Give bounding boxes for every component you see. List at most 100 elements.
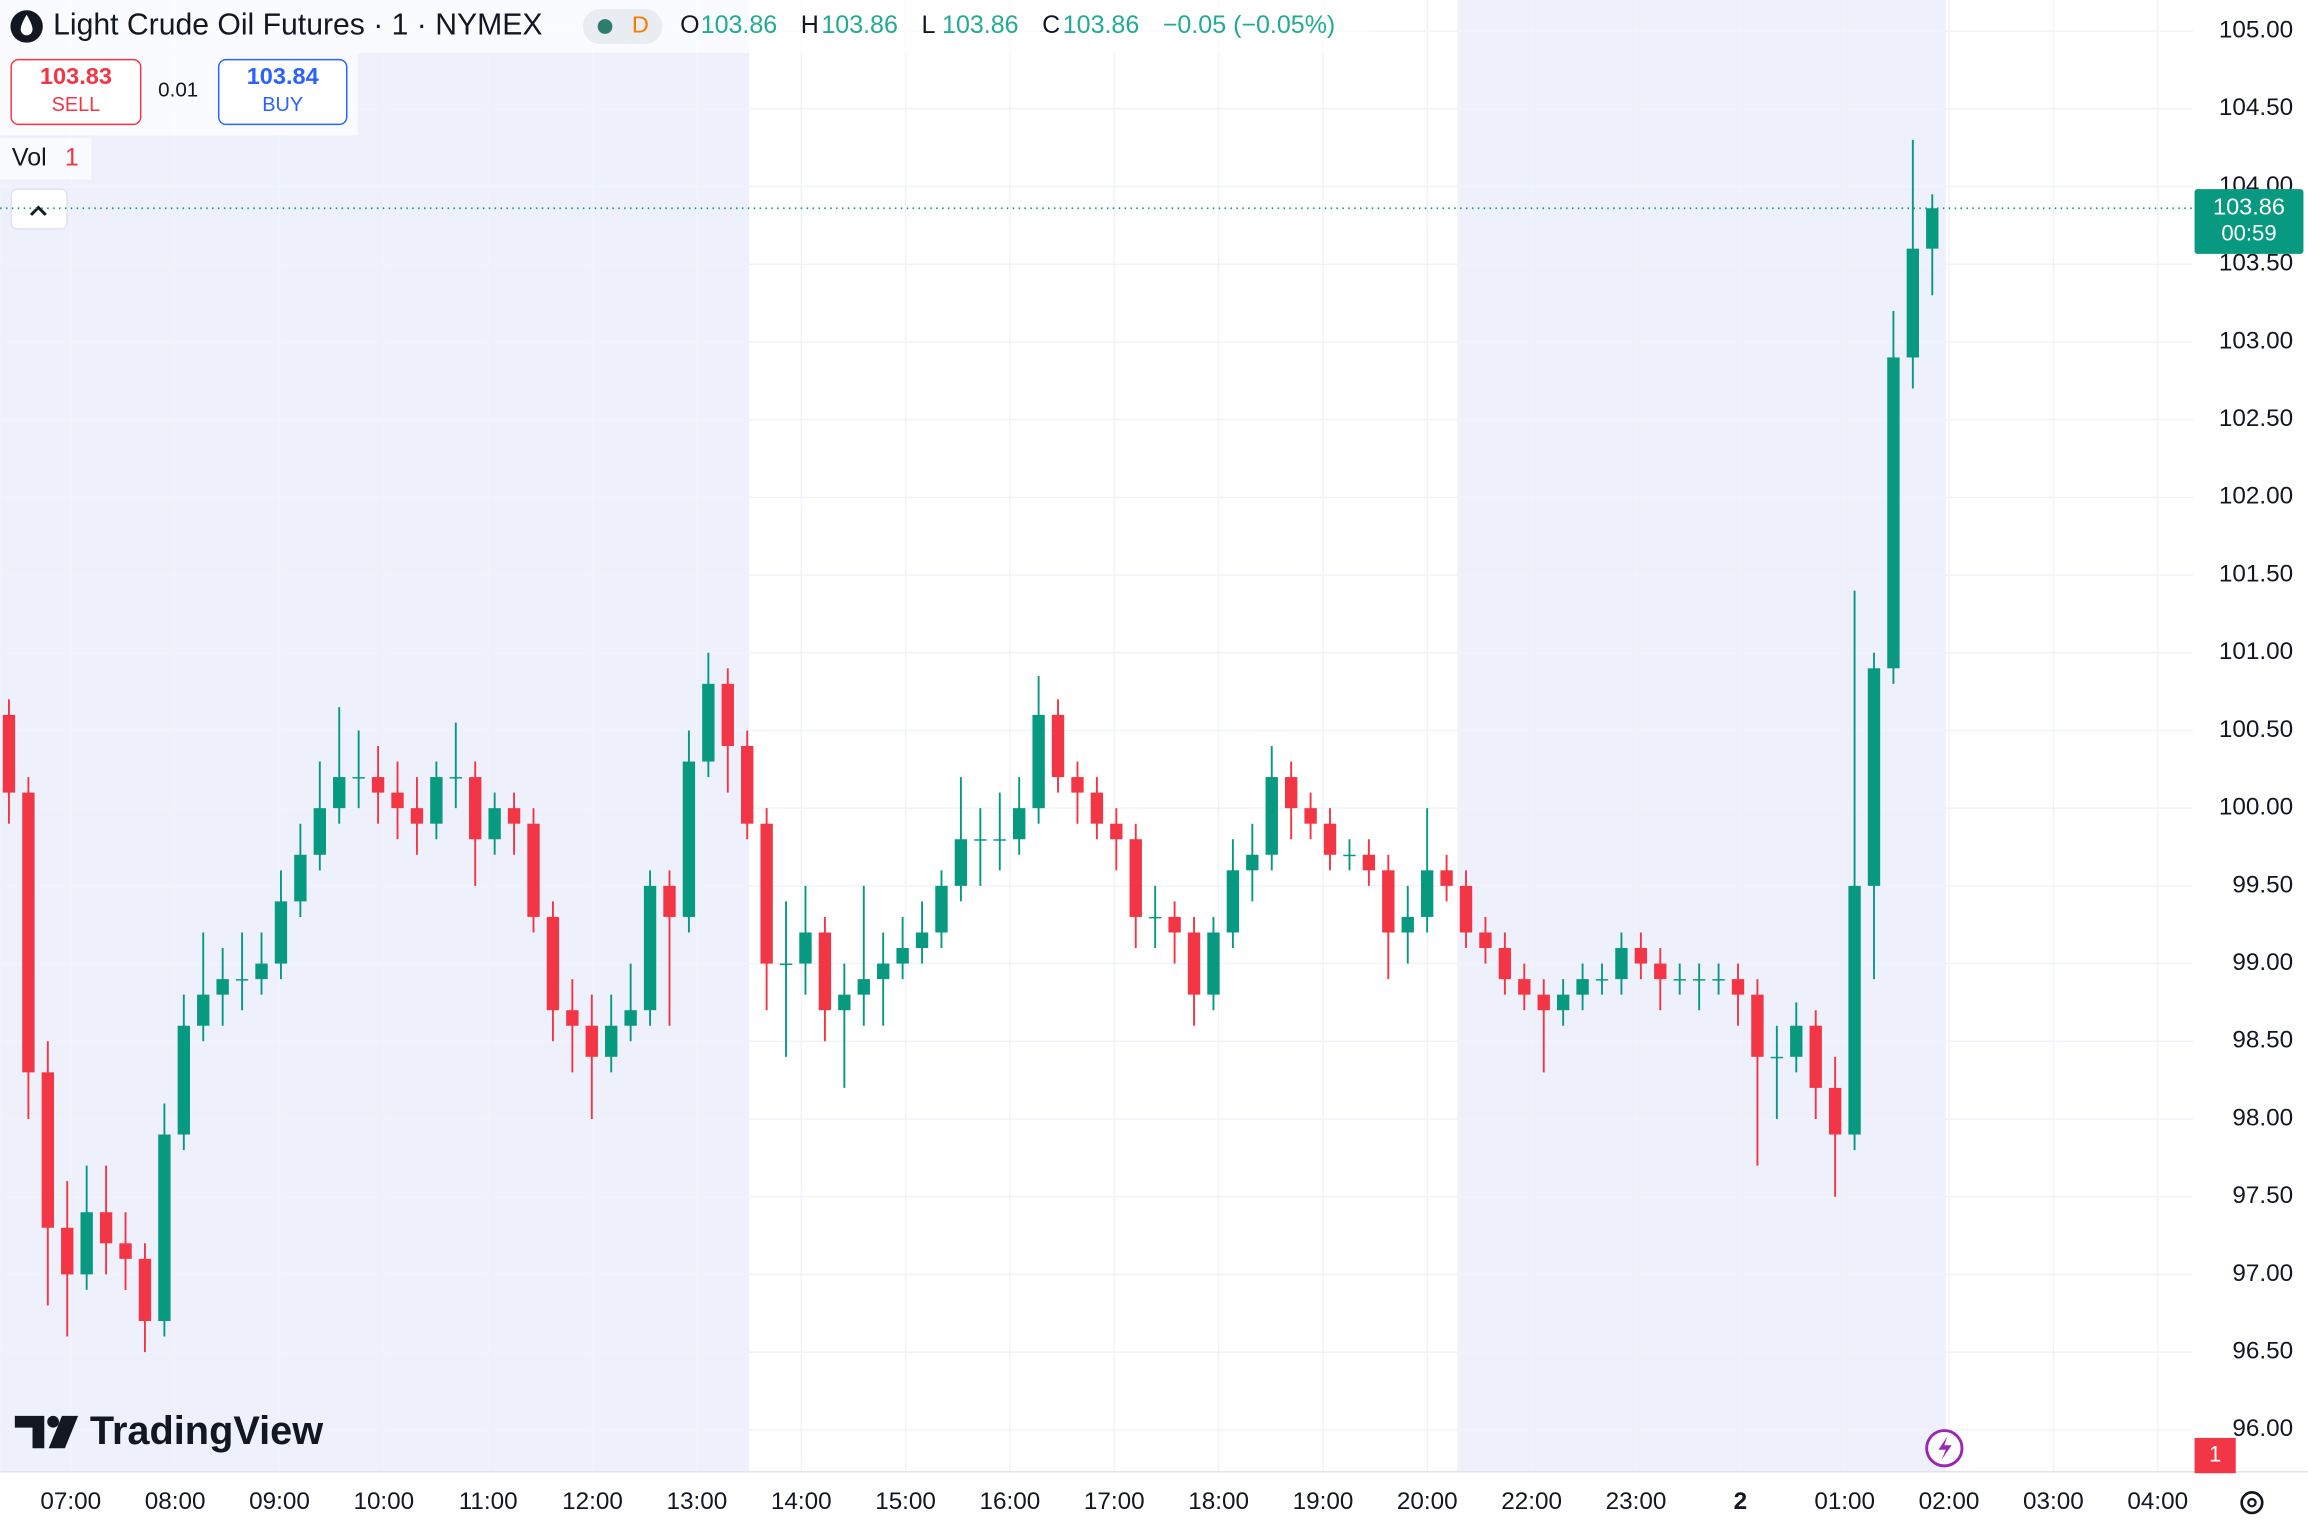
- candle-body: [1556, 994, 1570, 1011]
- candle-body: [1420, 870, 1434, 917]
- candle-body: [274, 901, 288, 964]
- candle-body: [1323, 823, 1337, 855]
- y-tick-label: 100.50: [2219, 716, 2293, 743]
- y-tick-label: 102.50: [2219, 405, 2293, 432]
- candle-body: [779, 963, 793, 966]
- x-tick-label: 09:00: [249, 1488, 310, 1515]
- collapse-chevron: [29, 205, 47, 216]
- last-price-label: 103.86: [2213, 193, 2285, 219]
- sell-button[interactable]: [10, 58, 142, 126]
- candle-body: [294, 854, 307, 902]
- candle-body: [1032, 714, 1045, 809]
- candle-body: [1071, 777, 1084, 793]
- y-tick-label: 96.00: [2232, 1415, 2293, 1442]
- x-tick-label: 08:00: [145, 1488, 206, 1515]
- candle-body: [410, 808, 424, 824]
- candle-body: [974, 839, 987, 841]
- candle-body: [80, 1212, 93, 1275]
- candle-body: [197, 994, 210, 1026]
- ohlc-value: 103.86: [701, 11, 778, 39]
- candle-body: [1518, 979, 1531, 995]
- x-tick-label: 16:00: [980, 1488, 1041, 1515]
- x-tick-label: 13:00: [667, 1488, 728, 1515]
- candle-body: [1537, 994, 1550, 1011]
- candles: [2, 139, 1939, 1353]
- candle-body: [1926, 208, 1939, 249]
- ohlc-value: 103.86: [1063, 11, 1140, 39]
- candle-body: [624, 1010, 637, 1026]
- candle-body: [1654, 963, 1667, 980]
- candle-body: [216, 979, 229, 995]
- ohlc-label: O: [680, 11, 699, 39]
- candle-body: [1090, 792, 1104, 824]
- y-tick-label: 98.00: [2232, 1104, 2293, 1131]
- candle-body: [352, 777, 365, 779]
- x-tick-label: 01:00: [1814, 1488, 1875, 1515]
- alert-icon-bolt: [1938, 1436, 1952, 1460]
- candle-body: [643, 885, 657, 1011]
- x-tick-label: 02:00: [1919, 1488, 1980, 1515]
- y-tick-label: 100.00: [2219, 794, 2293, 821]
- x-tick-label: 22:00: [1501, 1488, 1562, 1515]
- x-tick-label: 17:00: [1084, 1488, 1145, 1515]
- candle-body: [488, 808, 501, 840]
- volume-backdrop: [0, 138, 92, 180]
- candle-body: [1401, 916, 1414, 933]
- buy-button[interactable]: [217, 58, 348, 126]
- ohlc-label: L: [921, 11, 935, 39]
- volume-value: 1: [65, 144, 79, 172]
- market-status-dot: [597, 19, 613, 34]
- candle-body: [430, 777, 443, 824]
- candle-body: [1148, 916, 1162, 919]
- x-tick-label: 20:00: [1397, 1488, 1458, 1515]
- sell-price: 103.83: [40, 63, 112, 89]
- candle-body: [1207, 932, 1220, 995]
- candle-body: [1770, 1056, 1784, 1059]
- candle-body: [1479, 932, 1492, 949]
- candle-body: [371, 777, 385, 793]
- volume-label: Vol: [12, 144, 47, 172]
- header-backdrop: [0, 0, 1369, 53]
- candle-body: [1751, 994, 1764, 1057]
- candle-body: [1382, 870, 1395, 933]
- x-tick-label: 19:00: [1293, 1488, 1354, 1515]
- candle-body: [838, 994, 851, 1011]
- alert-count: 1: [2209, 1441, 2221, 1466]
- candle-body: [546, 916, 560, 1011]
- settings-icon: [2247, 1497, 2257, 1508]
- candle-body: [1595, 979, 1609, 981]
- candle-body: [1731, 979, 1745, 995]
- candle-body: [507, 808, 521, 824]
- candle-body: [99, 1212, 113, 1244]
- y-tick-label: 99.50: [2232, 871, 2293, 898]
- candle-body: [1576, 979, 1589, 995]
- candle-body: [760, 823, 773, 964]
- candle-body: [702, 683, 715, 762]
- y-tick-label: 101.00: [2219, 638, 2293, 665]
- y-tick-label: 105.00: [2219, 16, 2293, 43]
- alert-count-badge[interactable]: [2194, 1437, 2236, 1474]
- candle-body: [915, 932, 929, 949]
- candle-body: [1615, 948, 1628, 980]
- candle-body: [2, 714, 16, 793]
- candle-body: [333, 777, 346, 809]
- candle-body: [1110, 823, 1123, 840]
- symbol-title[interactable]: Light Crude Oil Futures · 1 · NYMEX: [53, 8, 542, 41]
- candle-body: [469, 777, 482, 840]
- candle-body: [877, 963, 890, 980]
- candle-body: [1013, 808, 1026, 840]
- logo: TradingView: [14, 1409, 323, 1453]
- candle-body: [1440, 870, 1453, 886]
- candle-body: [663, 885, 676, 917]
- x-tick-label: 07:00: [40, 1488, 101, 1515]
- settings-icon[interactable]: [2240, 1491, 2264, 1515]
- x-tick-label: 15:00: [875, 1488, 936, 1515]
- buy-label: BUY: [262, 94, 303, 116]
- axes: 96.00 96.50 97.00 97.50 98.00 98.50 99.00 99.50…: [40, 16, 2293, 1515]
- status-pill[interactable]: [582, 8, 663, 45]
- y-tick-label: 103.50: [2219, 250, 2293, 277]
- y-tick-label: 98.50: [2232, 1027, 2293, 1054]
- ohlc-label: C: [1042, 11, 1060, 39]
- candle-body: [1634, 948, 1648, 964]
